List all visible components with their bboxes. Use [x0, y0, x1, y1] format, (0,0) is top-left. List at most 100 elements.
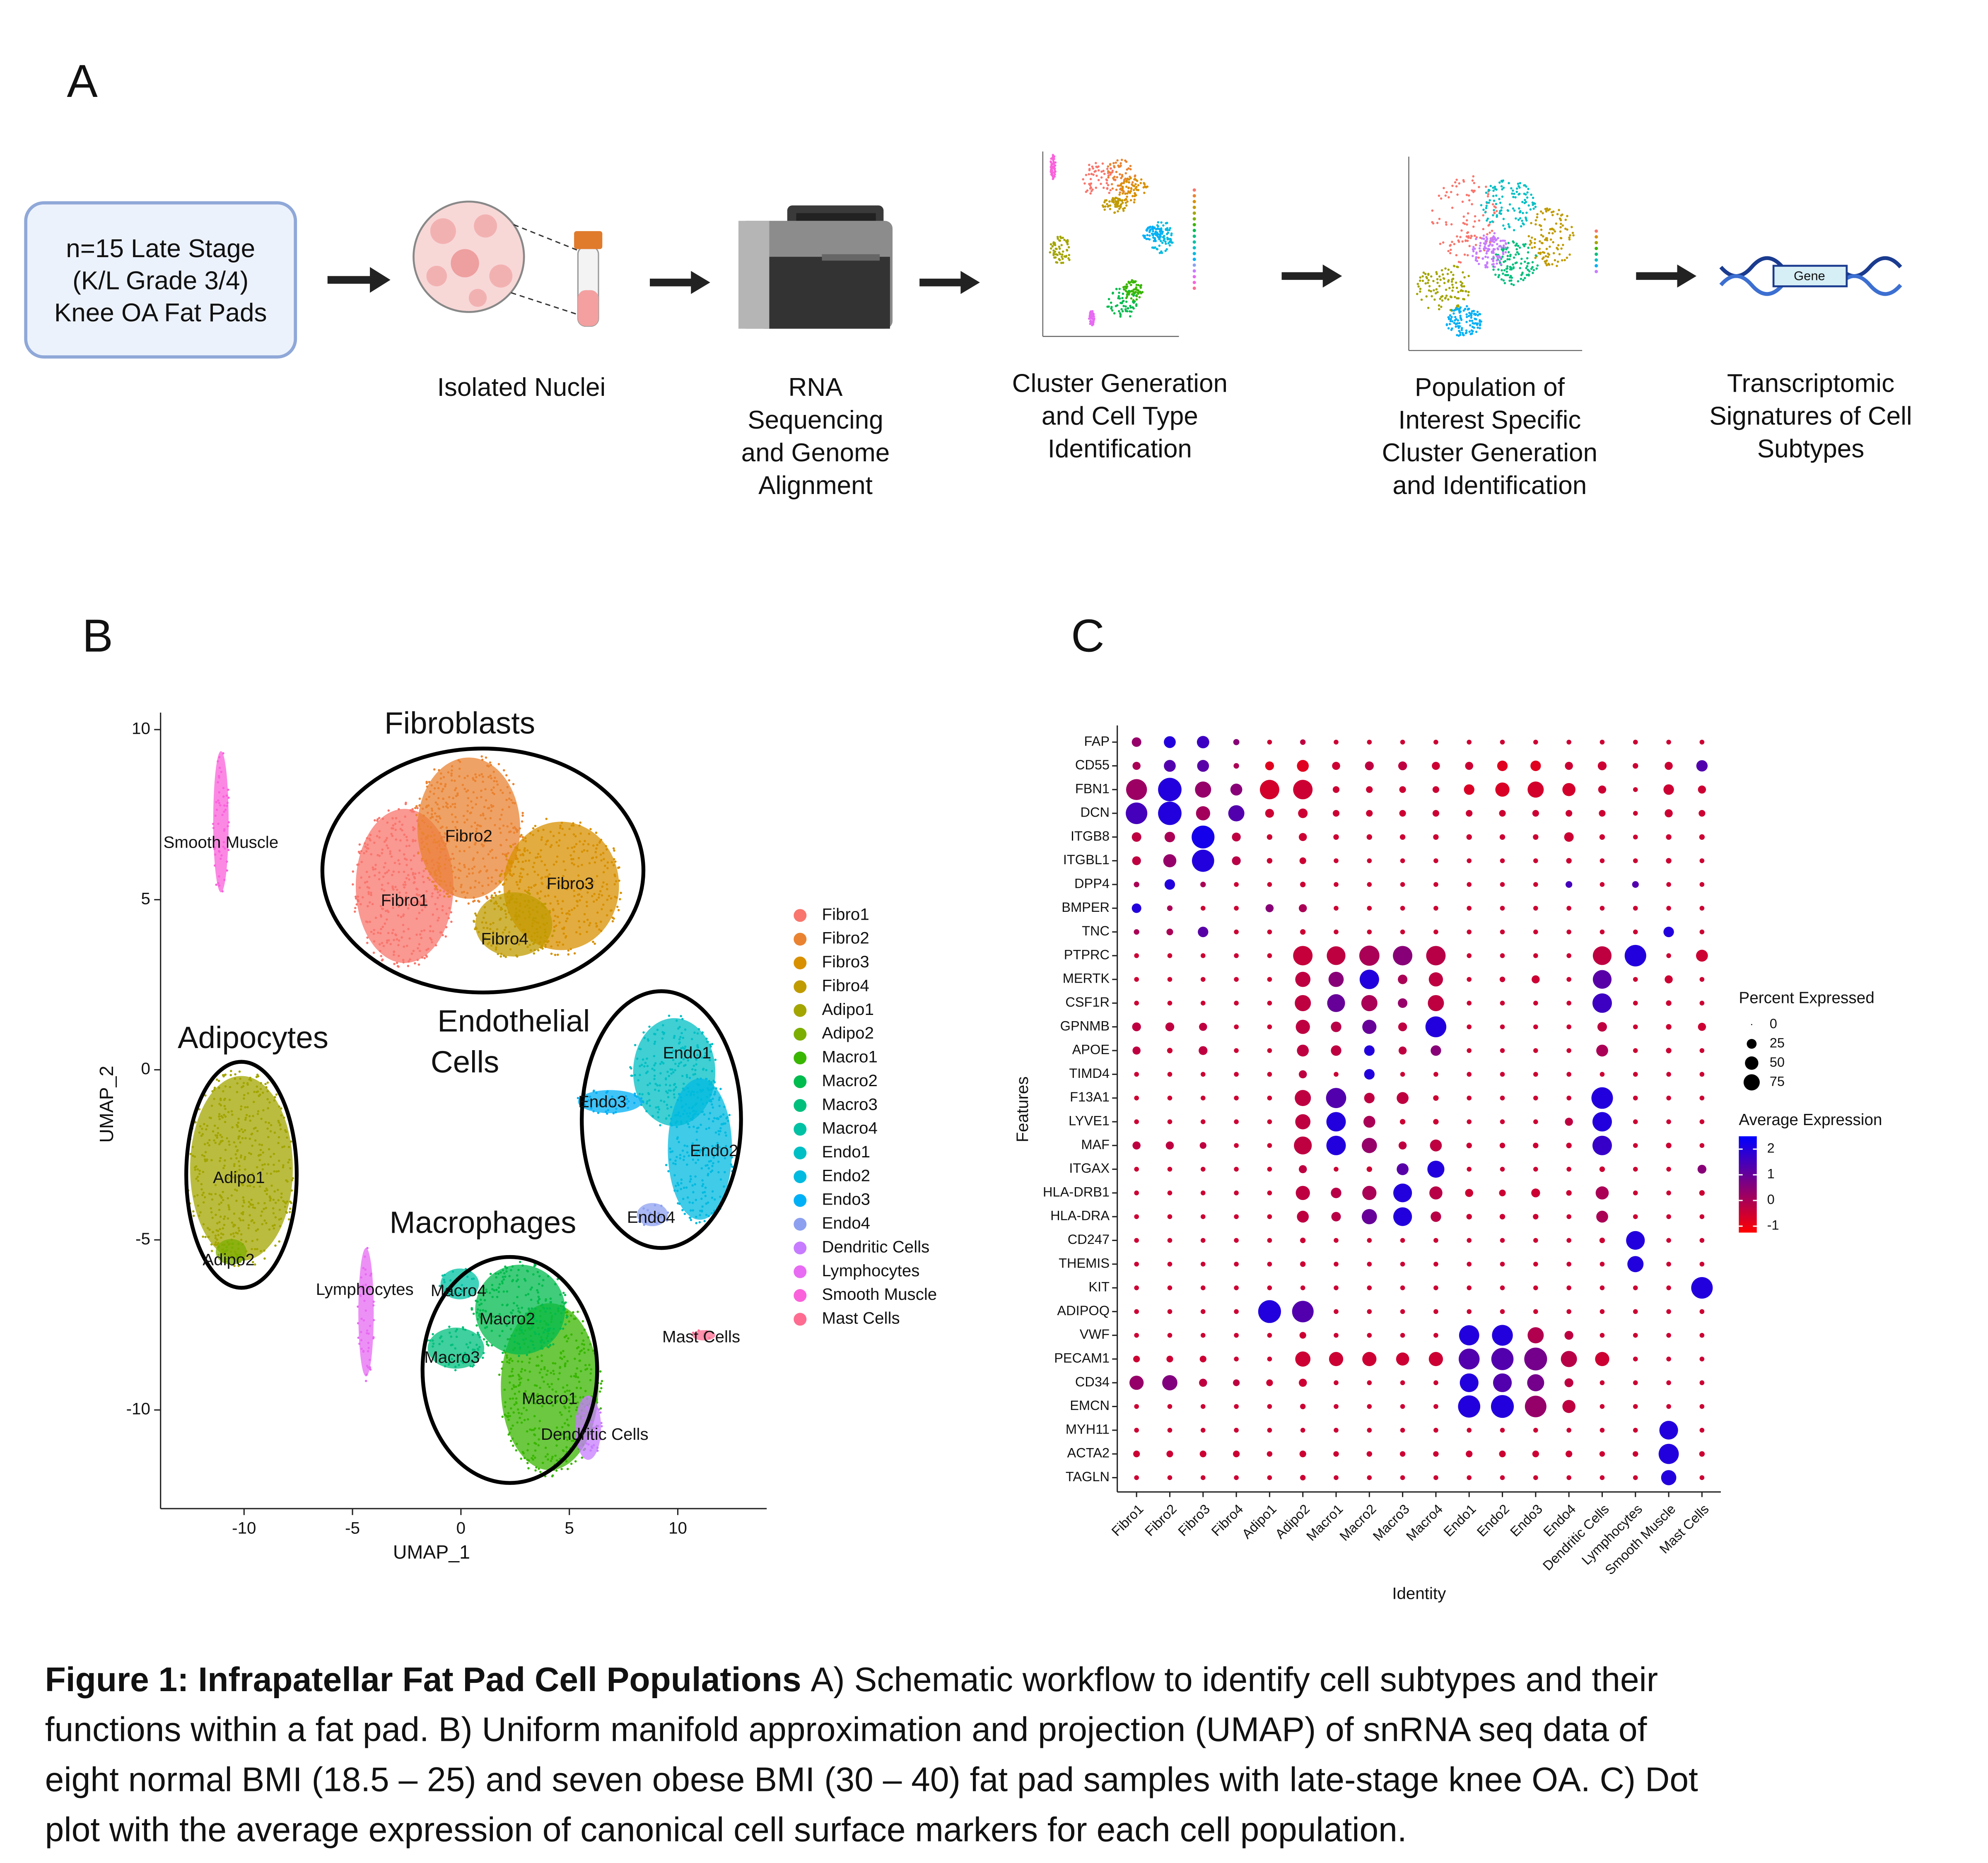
thumb-point: [1556, 265, 1558, 267]
cell-point: [511, 1279, 514, 1282]
cell-point: [576, 904, 579, 907]
cell-point: [583, 849, 586, 852]
cell-point: [535, 1466, 538, 1469]
cell-point: [569, 1314, 572, 1317]
cell-point: [589, 1379, 592, 1381]
identity-label: Endo3: [1507, 1501, 1545, 1540]
cell-point: [429, 835, 432, 838]
cell-point: [257, 1110, 260, 1113]
cell-point: [515, 898, 518, 900]
cell-point: [707, 1118, 710, 1120]
cell-point: [634, 1074, 636, 1077]
thumb-point: [1539, 210, 1542, 213]
thumb-point: [1118, 292, 1120, 294]
cell-point: [423, 929, 426, 932]
cell-point: [490, 876, 493, 879]
thumb-point: [1499, 202, 1502, 204]
cell-point: [516, 1421, 519, 1424]
cell-point: [368, 1359, 371, 1361]
cell-point: [291, 1179, 293, 1182]
cell-point: [570, 1403, 573, 1405]
cell-point: [519, 880, 521, 883]
thumb-point: [1117, 202, 1119, 205]
thumb-point: [1117, 164, 1119, 167]
cell-point: [654, 1204, 656, 1207]
dot: [1433, 858, 1438, 863]
cell-point: [418, 804, 421, 807]
cell-point: [496, 783, 499, 786]
cell-point: [367, 891, 370, 894]
step-label: Cluster Generation: [1382, 439, 1597, 467]
cell-point: [458, 877, 460, 880]
dot: [1132, 737, 1141, 747]
cell-point: [568, 828, 571, 830]
cell-point: [562, 932, 565, 935]
thumb-point: [1122, 210, 1125, 212]
cell-point: [521, 876, 523, 878]
thumb-point: [1095, 161, 1097, 164]
thumb-point: [1524, 199, 1526, 201]
cell-point: [558, 921, 561, 924]
thumb-point: [1135, 288, 1138, 291]
cell-point: [214, 864, 216, 867]
cell-point: [574, 1357, 576, 1360]
cell-point: [474, 912, 477, 915]
thumb-point: [1491, 263, 1494, 266]
cell-point: [647, 1084, 649, 1087]
cell-point: [476, 1331, 479, 1334]
thumb-legend-dot: [1595, 246, 1598, 251]
cell-point: [690, 1092, 692, 1095]
cell-point: [614, 860, 617, 863]
cell-point: [679, 1036, 682, 1039]
cluster-label: Endo2: [690, 1141, 738, 1160]
cell-point: [602, 852, 605, 855]
thumb-point: [1091, 324, 1093, 326]
cell-point: [438, 879, 441, 882]
cell-point: [518, 943, 520, 946]
thumb-point: [1135, 284, 1138, 286]
cell-point: [511, 1359, 514, 1362]
dot: [1298, 904, 1307, 913]
cell-point: [402, 961, 405, 964]
thumb-point: [1486, 219, 1488, 222]
feature-label: THEMIS: [1059, 1256, 1110, 1270]
cell-point: [685, 1093, 688, 1096]
cell-point: [503, 1272, 506, 1275]
cell-point: [606, 899, 609, 901]
cell-point: [213, 1243, 216, 1246]
cell-point: [451, 1270, 454, 1273]
thumb-point: [1439, 278, 1442, 281]
thumb-point: [1133, 198, 1136, 201]
thumb-legend-dot: [1192, 211, 1196, 215]
cell-point: [405, 896, 408, 898]
cell-point: [245, 1113, 248, 1116]
cell-point: [381, 959, 384, 962]
thumb-point: [1416, 282, 1419, 285]
cell-point: [442, 841, 445, 844]
dot: [1200, 882, 1206, 887]
cell-point: [196, 1194, 199, 1197]
thumb-point: [1491, 251, 1493, 254]
cell-point: [367, 847, 369, 850]
cell-point: [217, 1230, 220, 1232]
cell-point: [381, 888, 383, 891]
cell-point: [379, 950, 381, 952]
cell-point: [656, 1029, 659, 1031]
thumb-point: [1533, 202, 1536, 205]
cell-point: [555, 1439, 558, 1441]
legend-label: Macro4: [822, 1119, 878, 1138]
thumb-point: [1534, 219, 1537, 222]
cell-point: [244, 1137, 247, 1140]
cell-point: [233, 1141, 236, 1144]
cell-point: [548, 873, 551, 876]
cell-point: [526, 1269, 528, 1272]
thumb-point: [1492, 186, 1494, 189]
cell-point: [665, 1078, 667, 1081]
cell-point: [689, 1180, 691, 1183]
thumb-point: [1518, 253, 1520, 255]
cell-point: [433, 768, 436, 771]
thumb-point: [1526, 191, 1529, 194]
cell-point: [364, 1268, 367, 1271]
cell-point: [378, 878, 381, 880]
cell-point: [685, 1074, 688, 1077]
